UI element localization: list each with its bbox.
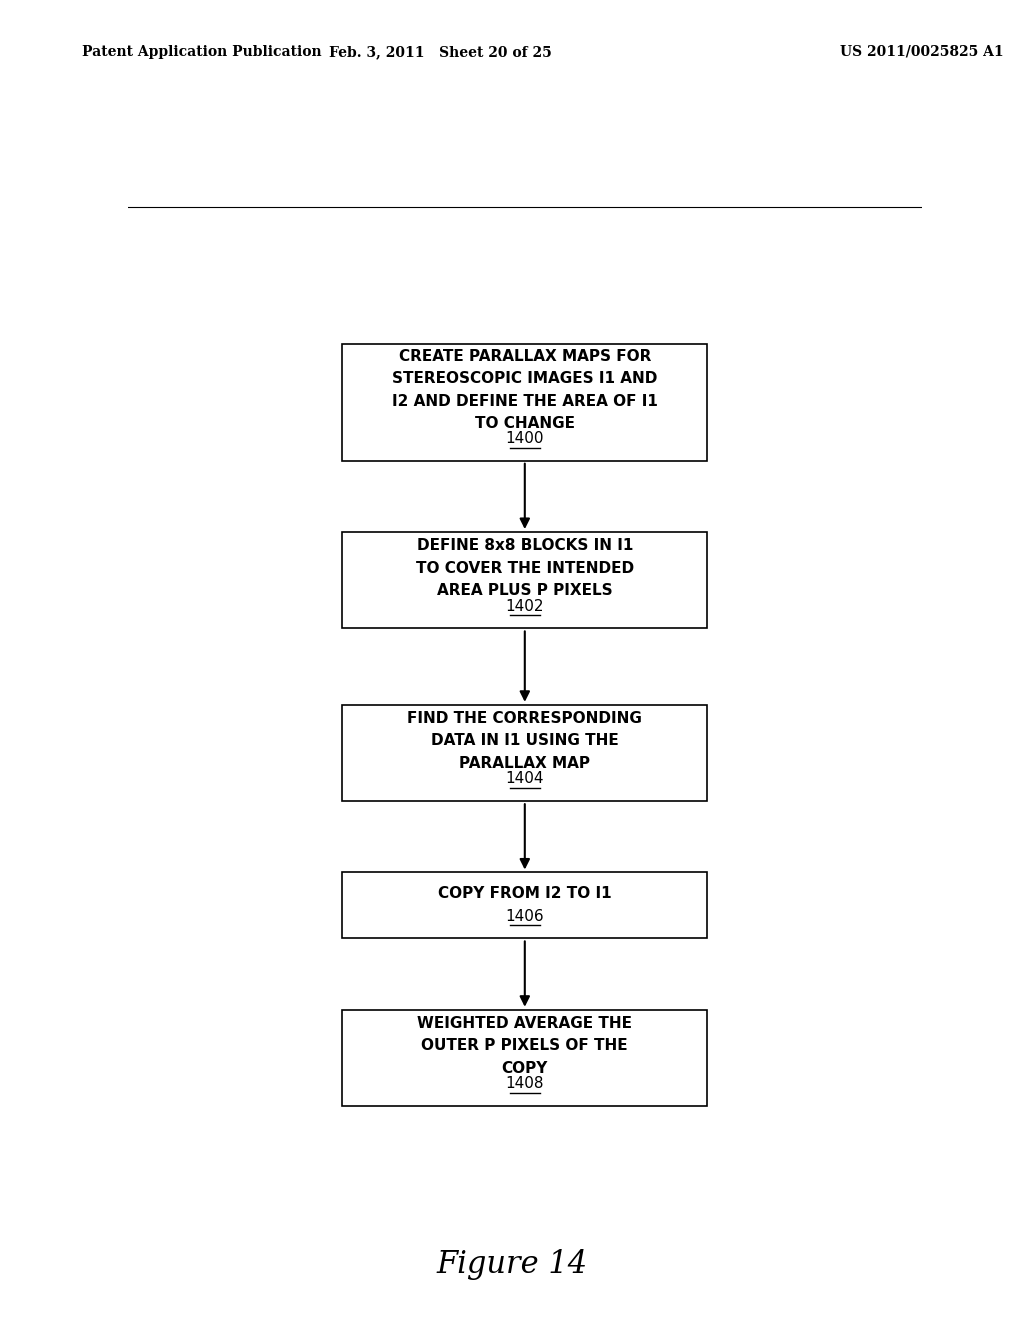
Bar — [342, 705, 708, 801]
Text: STEREOSCOPIC IMAGES I1 AND: STEREOSCOPIC IMAGES I1 AND — [392, 371, 657, 387]
Text: CREATE PARALLAX MAPS FOR: CREATE PARALLAX MAPS FOR — [398, 348, 651, 364]
Bar — [342, 532, 708, 628]
Text: I2 AND DEFINE THE AREA OF I1: I2 AND DEFINE THE AREA OF I1 — [392, 393, 657, 409]
Text: 1400: 1400 — [506, 430, 544, 446]
Bar — [342, 345, 708, 461]
Text: Figure 14: Figure 14 — [436, 1249, 588, 1280]
Text: TO CHANGE: TO CHANGE — [475, 416, 574, 432]
Text: OUTER P PIXELS OF THE: OUTER P PIXELS OF THE — [422, 1039, 628, 1053]
Bar — [342, 873, 708, 939]
Text: 1406: 1406 — [506, 908, 544, 924]
Text: TO COVER THE INTENDED: TO COVER THE INTENDED — [416, 561, 634, 576]
Text: Feb. 3, 2011   Sheet 20 of 25: Feb. 3, 2011 Sheet 20 of 25 — [329, 45, 552, 59]
Text: FIND THE CORRESPONDING: FIND THE CORRESPONDING — [408, 711, 642, 726]
Text: 1402: 1402 — [506, 599, 544, 614]
Text: 1408: 1408 — [506, 1076, 544, 1092]
Text: US 2011/0025825 A1: US 2011/0025825 A1 — [840, 45, 1004, 59]
Text: PARALLAX MAP: PARALLAX MAP — [460, 755, 590, 771]
Text: WEIGHTED AVERAGE THE: WEIGHTED AVERAGE THE — [418, 1016, 632, 1031]
Text: DEFINE 8x8 BLOCKS IN I1: DEFINE 8x8 BLOCKS IN I1 — [417, 539, 633, 553]
Text: COPY: COPY — [502, 1060, 548, 1076]
Text: COPY FROM I2 TO I1: COPY FROM I2 TO I1 — [438, 886, 611, 900]
Text: Patent Application Publication: Patent Application Publication — [82, 45, 322, 59]
Bar — [342, 1010, 708, 1106]
Text: AREA PLUS P PIXELS: AREA PLUS P PIXELS — [437, 583, 612, 598]
Text: 1404: 1404 — [506, 771, 544, 787]
Text: DATA IN I1 USING THE: DATA IN I1 USING THE — [431, 734, 618, 748]
